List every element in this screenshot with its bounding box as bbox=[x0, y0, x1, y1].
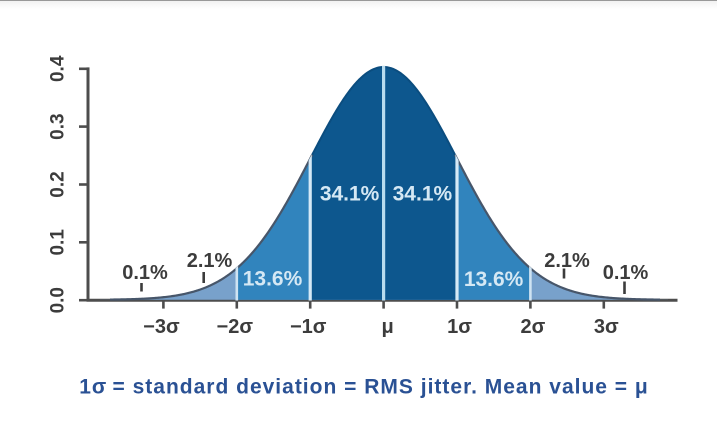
svg-text:0.2: 0.2 bbox=[48, 171, 69, 197]
svg-text:0.4: 0.4 bbox=[48, 55, 69, 82]
svg-text:13.6%: 13.6% bbox=[464, 268, 524, 291]
svg-text:1σ = standard deviation = RMS: 1σ = standard deviation = RMS jitter. Me… bbox=[79, 376, 649, 399]
svg-text:2.1%: 2.1% bbox=[187, 250, 233, 272]
svg-text:1σ: 1σ bbox=[447, 316, 472, 338]
svg-text:0.1%: 0.1% bbox=[603, 262, 649, 284]
svg-text:34.1%: 34.1% bbox=[393, 183, 453, 206]
svg-text:−1σ: −1σ bbox=[290, 316, 327, 338]
svg-text:−2σ: −2σ bbox=[217, 316, 254, 338]
svg-text:2σ: 2σ bbox=[520, 316, 545, 338]
svg-text:0.0: 0.0 bbox=[48, 287, 69, 313]
svg-text:0.3: 0.3 bbox=[48, 113, 69, 139]
svg-text:34.1%: 34.1% bbox=[320, 183, 380, 206]
svg-text:13.6%: 13.6% bbox=[243, 268, 303, 291]
svg-text:0.1%: 0.1% bbox=[122, 262, 168, 284]
svg-text:−3σ: −3σ bbox=[143, 316, 180, 338]
svg-text:2.1%: 2.1% bbox=[544, 250, 590, 272]
svg-text:3σ: 3σ bbox=[594, 316, 619, 338]
svg-text:μ: μ bbox=[381, 316, 393, 338]
svg-text:0.1: 0.1 bbox=[48, 229, 69, 256]
